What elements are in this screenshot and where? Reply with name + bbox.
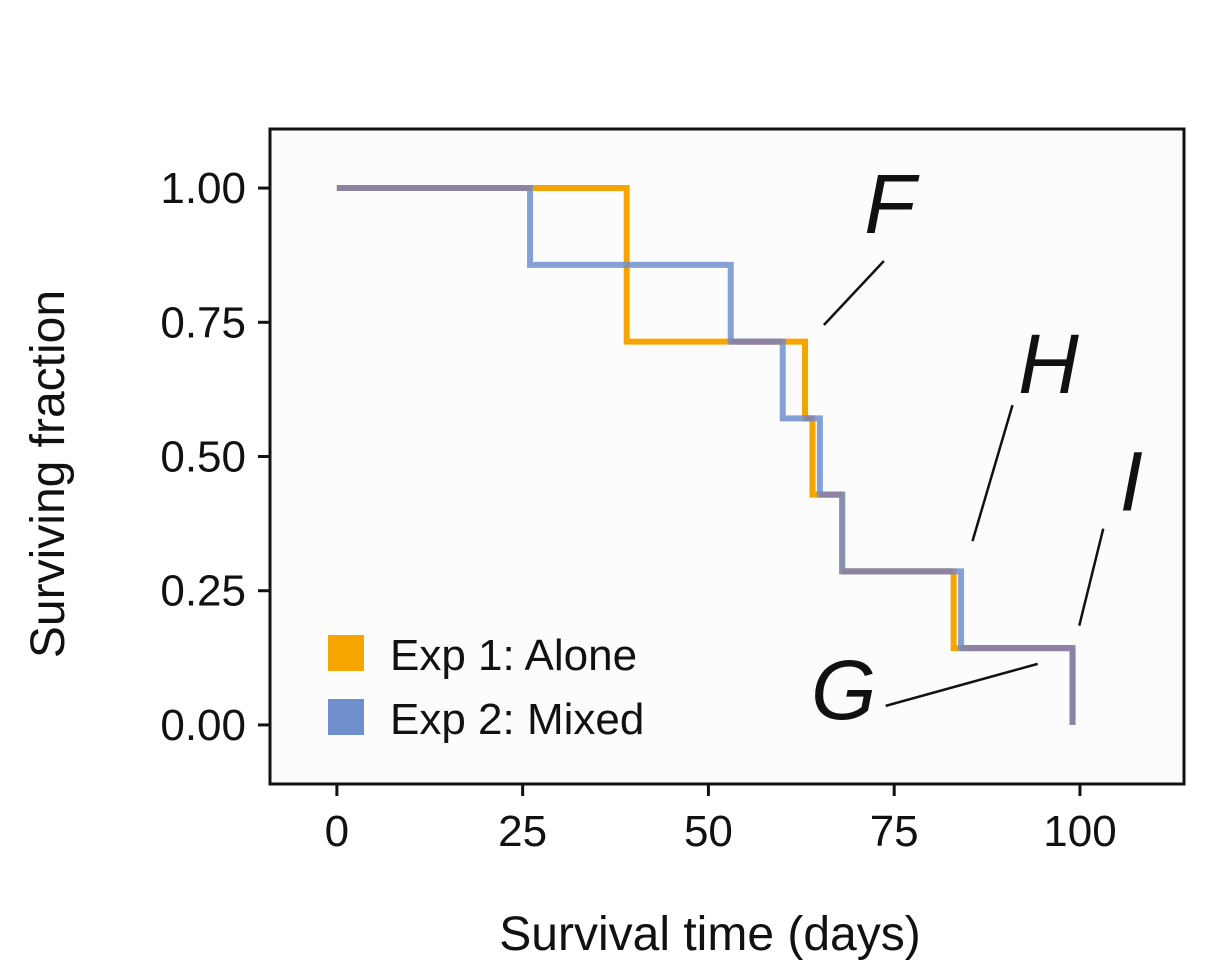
- x-axis-ticks: 0 25 50 75 100: [325, 784, 1117, 856]
- y-axis-title: Surviving fraction: [22, 290, 75, 658]
- y-tick-label: 0.25: [160, 567, 246, 616]
- series-line-exp1: [336, 185, 1076, 725]
- y-tick-label: 1.00: [160, 164, 246, 213]
- plot-panel: [268, 127, 1186, 786]
- x-tick-label: 75: [870, 807, 919, 856]
- y-tick-label: 0.75: [160, 298, 246, 347]
- series-line-exp2: [336, 185, 1076, 725]
- legend-swatch-exp1: [328, 635, 364, 671]
- y-tick-label: 0.00: [160, 701, 246, 750]
- annotation-leader: [822, 260, 885, 326]
- legend-label-exp2: Exp 2: Mixed: [390, 695, 644, 744]
- x-tick-label: 0: [325, 807, 349, 856]
- series-layer: [336, 185, 1076, 725]
- annotation-label: F: [864, 157, 920, 251]
- y-tick-label: 0.50: [160, 433, 246, 482]
- annotation-leader: [885, 662, 1039, 708]
- legend-swatch-exp2: [328, 699, 364, 735]
- x-tick-label: 50: [684, 807, 733, 856]
- annotation-label: G: [811, 643, 876, 737]
- annotation-leader: [1078, 528, 1105, 626]
- x-tick-label: 100: [1043, 807, 1116, 856]
- x-tick-label: 25: [498, 807, 547, 856]
- y-axis-ticks: 0.00 0.25 0.50 0.75 1.00: [160, 164, 270, 750]
- legend-label-exp1: Exp 1: Alone: [390, 631, 637, 680]
- legend: Exp 1: Alone Exp 2: Mixed: [328, 631, 644, 744]
- annotation-label: H: [1018, 317, 1079, 411]
- x-axis-title: Survival time (days): [499, 908, 920, 961]
- annotation-leader: [971, 404, 1014, 542]
- annotation-label: I: [1120, 435, 1143, 529]
- annotation-layer: F HI G: [811, 157, 1143, 737]
